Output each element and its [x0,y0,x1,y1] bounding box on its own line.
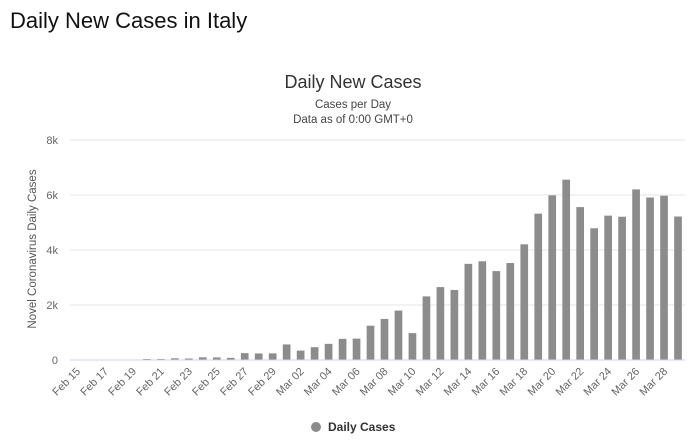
bar[interactable] [198,357,207,360]
bar[interactable] [562,179,571,360]
y-tick-label: 2k [46,300,58,312]
bar[interactable] [660,195,668,360]
bar[interactable] [618,216,626,360]
bar[interactable] [226,357,235,360]
bar[interactable] [366,325,375,360]
bar[interactable] [310,347,319,360]
bars [143,179,682,360]
y-tick-label: 8k [46,135,58,147]
bar[interactable] [492,271,501,360]
x-tick-label: Mar 04 [302,366,335,399]
x-tick-label: Mar 28 [637,366,670,399]
bar[interactable] [394,310,403,360]
bar[interactable] [506,263,515,360]
x-tick-label: Mar 06 [330,366,363,399]
x-tick-label: Mar 24 [582,366,615,399]
bar[interactable] [268,353,277,360]
bar[interactable] [576,207,585,360]
bar[interactable] [254,353,263,360]
bar[interactable] [240,353,249,360]
bar[interactable] [604,215,612,360]
bar[interactable] [296,350,305,360]
x-tick-label: Feb 21 [134,366,167,399]
bar[interactable] [338,338,347,360]
y-tick-label: 4k [46,245,58,257]
x-tick-label: Mar 10 [386,366,419,399]
x-tick-label: Feb 19 [106,366,139,399]
bar[interactable] [352,338,361,360]
x-tick-label: Feb 27 [218,366,251,399]
bar[interactable] [170,358,179,360]
x-tick-label: Mar 14 [442,366,475,399]
x-tick-label: Mar 16 [470,366,503,399]
x-tick-label: Feb 17 [78,366,111,399]
bar[interactable] [212,357,221,360]
bar[interactable] [646,197,654,360]
bar[interactable] [590,228,598,360]
chart-data-as-of: Data as of 0:00 GMT+0 [293,114,413,126]
legend[interactable]: Daily Cases [311,420,396,434]
x-tick-label: Feb 15 [50,366,83,399]
x-tick-label: Mar 22 [554,366,587,399]
bar[interactable] [282,344,291,360]
x-tick-label: Mar 20 [526,366,559,399]
chart-subtitle: Cases per Day [315,99,391,111]
y-tick-label: 0 [52,355,58,367]
y-tick-labels: 0 2k 4k 6k 8k [46,135,58,367]
legend-item-daily-cases[interactable]: Daily Cases [328,420,396,434]
bar[interactable] [450,289,459,360]
bar[interactable] [534,213,543,360]
bar[interactable] [408,333,417,360]
x-tick-label: Feb 23 [162,366,195,399]
bar[interactable] [464,263,473,360]
legend-marker[interactable] [311,422,321,432]
y-tick-label: 6k [46,190,58,202]
x-tick-label: Mar 12 [414,366,447,399]
bar[interactable] [436,287,445,360]
bar[interactable] [548,195,557,360]
bar[interactable] [478,261,487,360]
x-tick-label: Mar 02 [274,366,307,399]
x-tick-label: Mar 18 [498,366,531,399]
bar[interactable] [324,343,333,360]
bar[interactable] [632,189,640,360]
bar[interactable] [674,216,682,360]
page-title: Daily New Cases in Italy [10,8,248,33]
bar[interactable] [184,358,193,360]
bar[interactable] [520,244,529,360]
x-tick-label: Feb 29 [246,366,279,399]
x-tick-label: Mar 08 [358,366,391,399]
bar[interactable] [380,318,389,360]
y-axis-label: Novel Coronavirus Daily Cases [27,169,39,328]
x-tick-label: Mar 26 [609,366,642,399]
bar[interactable] [422,296,431,360]
x-tick-label: Feb 25 [190,366,223,399]
chart-title: Daily New Cases [284,72,421,92]
